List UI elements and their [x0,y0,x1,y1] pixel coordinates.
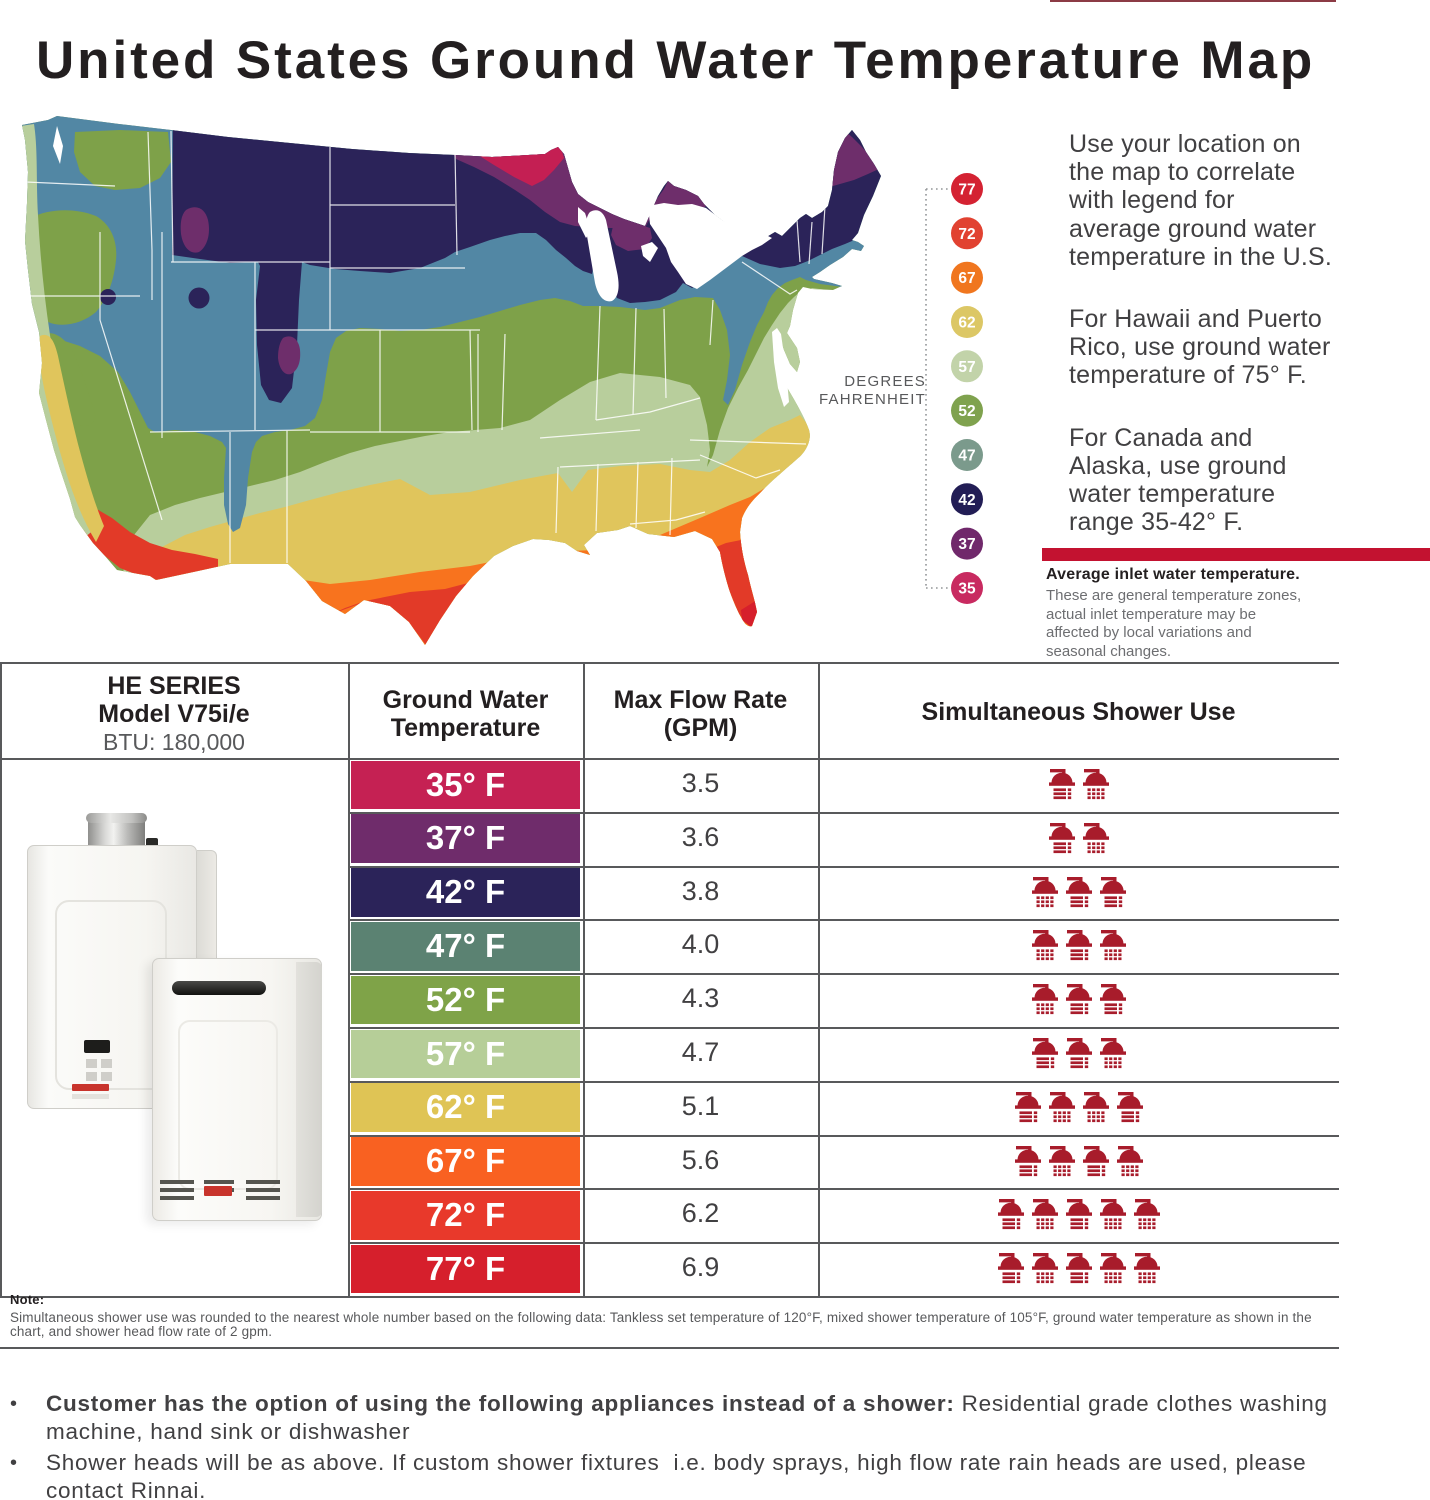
svg-text:35: 35 [958,581,976,598]
svg-text:62: 62 [958,315,975,332]
svg-text:77: 77 [958,182,975,199]
svg-text:57: 57 [958,359,975,376]
svg-text:67: 67 [958,270,975,287]
svg-text:37: 37 [958,536,975,553]
svg-text:47: 47 [958,448,975,465]
svg-text:42: 42 [958,492,975,509]
svg-text:52: 52 [958,403,975,420]
svg-text:72: 72 [958,226,975,243]
